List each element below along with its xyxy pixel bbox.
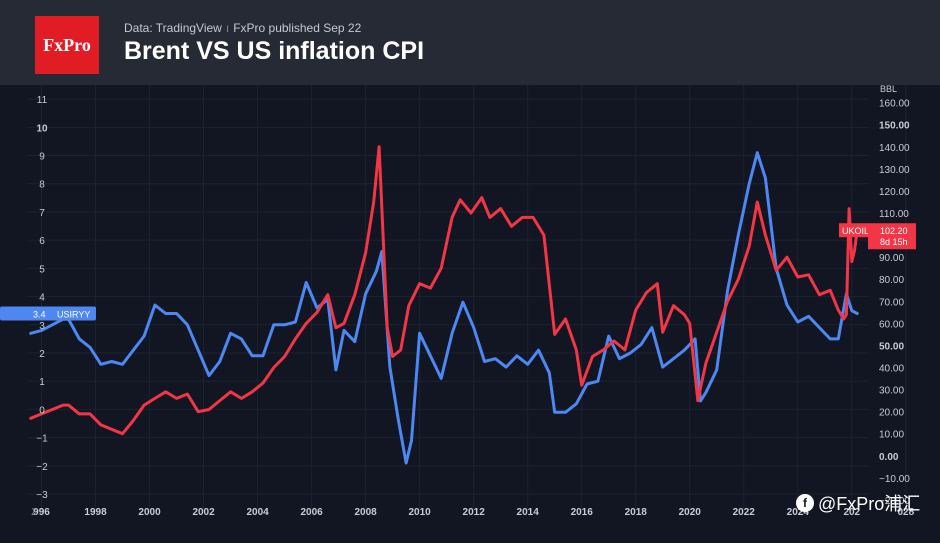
- x-axis: 996 1998 2000 2002 2004 2006 2008 2010 2012 2014 2…: [31, 507, 914, 518]
- zoom-icon[interactable]: Z: [31, 507, 37, 517]
- fxpro-logo: FxPro: [35, 16, 99, 74]
- x-tick-label: 2012: [463, 507, 486, 518]
- x-tick-label: 2014: [517, 507, 540, 518]
- weibo-watermark: f @FxPro浦汇: [796, 490, 920, 516]
- chart-title: Brent VS US inflation CPI: [124, 37, 425, 65]
- ukoil-name-tag: [839, 223, 868, 238]
- gridlines: [28, 85, 907, 511]
- watermark-text: @FxPro浦汇: [818, 494, 921, 514]
- x-tick-label: 2002: [192, 507, 215, 518]
- series-lines: [29, 145, 859, 465]
- right-tick-label: 90.00: [879, 253, 904, 264]
- ukoil-countdown: 8d 15h: [880, 237, 908, 247]
- right-axis-unit: BBL: [880, 85, 897, 94]
- left-tick-label: 5: [39, 264, 45, 275]
- left-tick-label: 10: [36, 123, 48, 134]
- usiryy-line: [29, 151, 859, 465]
- left-tick-label: 4: [39, 293, 45, 304]
- right-tick-label: 160.00: [879, 99, 910, 110]
- ukoil-price: 102.20: [880, 226, 908, 236]
- left-tick-label: 8: [39, 180, 45, 191]
- right-tick-label: −10.00: [879, 474, 910, 485]
- right-tick-label: 120.00: [879, 187, 910, 198]
- x-tick-label: 2006: [300, 507, 323, 518]
- chart-header: FxPro Data: TradingView ı FxPro published …: [0, 0, 940, 85]
- separator: ı: [225, 21, 230, 35]
- x-tick-label: 2018: [625, 507, 648, 518]
- usiryy-name: USIRYY: [57, 310, 90, 320]
- left-tick-label: −1: [36, 434, 48, 445]
- right-tick-label: 60.00: [879, 319, 904, 330]
- left-tick-label: −2: [36, 462, 48, 473]
- source-line: Data: TradingView ı FxPro published Sep 22: [124, 21, 361, 35]
- right-tick-label: 20.00: [879, 408, 904, 419]
- chart-area: 11 10 9 8 7 6 5 4 3 2 1 0 −1 −2 −3 BBL 160.00 150.00 140.…: [0, 84, 940, 538]
- ukoil-name: UKOIL: [842, 226, 869, 236]
- x-tick-label: 2016: [571, 507, 594, 518]
- left-tick-label: 3: [39, 321, 45, 332]
- right-tick-label: 70.00: [879, 297, 904, 308]
- x-tick-label: 2000: [138, 507, 161, 518]
- right-tick-label: 140.00: [879, 143, 910, 154]
- x-tick-label: 1998: [84, 507, 107, 518]
- right-tick-label: 40.00: [879, 364, 904, 375]
- right-tick-label: −20.00: [879, 496, 910, 507]
- right-tick-label: 150.00: [879, 121, 910, 132]
- x-tick-label: 2004: [246, 507, 269, 518]
- weibo-icon: f: [796, 494, 814, 512]
- x-tick-label: 2008: [354, 507, 377, 518]
- x-tick-label: 2024: [787, 507, 810, 518]
- x-tick-label: 2010: [409, 507, 432, 518]
- publish-info: FxPro published Sep 22: [233, 21, 362, 35]
- usiryy-tag: [0, 306, 96, 321]
- left-tick-label: 6: [39, 236, 45, 247]
- right-tick-label: 0.00: [879, 452, 899, 463]
- right-tick-label: 80.00: [879, 275, 904, 286]
- left-tick-label: 9: [39, 152, 45, 163]
- x-tick-label: 202: [843, 507, 860, 518]
- x-tick-label: 2022: [733, 507, 756, 518]
- left-tick-label: −3: [36, 490, 48, 501]
- ukoil-price-tag: [868, 223, 916, 250]
- left-tick-label: 7: [39, 208, 45, 219]
- usiryy-value: 3.4: [33, 310, 46, 320]
- x-tick-label: 996: [33, 507, 50, 518]
- right-tick-label: 30.00: [879, 386, 904, 397]
- x-tick-label: 2020: [679, 507, 702, 518]
- right-tick-label: 10.00: [879, 430, 904, 441]
- left-tick-label: 0: [39, 405, 45, 416]
- x-tick-label: 028: [897, 507, 914, 518]
- right-tick-label: 50.00: [879, 341, 904, 352]
- right-tick-label: 130.00: [879, 165, 910, 176]
- left-tick-label: 1: [39, 377, 45, 388]
- left-tick-label: 11: [37, 95, 48, 106]
- left-tick-label: 2: [39, 349, 45, 360]
- right-tick-label: 110.00: [879, 209, 909, 220]
- data-source: Data: TradingView: [124, 21, 222, 35]
- ukoil-line: [29, 145, 859, 436]
